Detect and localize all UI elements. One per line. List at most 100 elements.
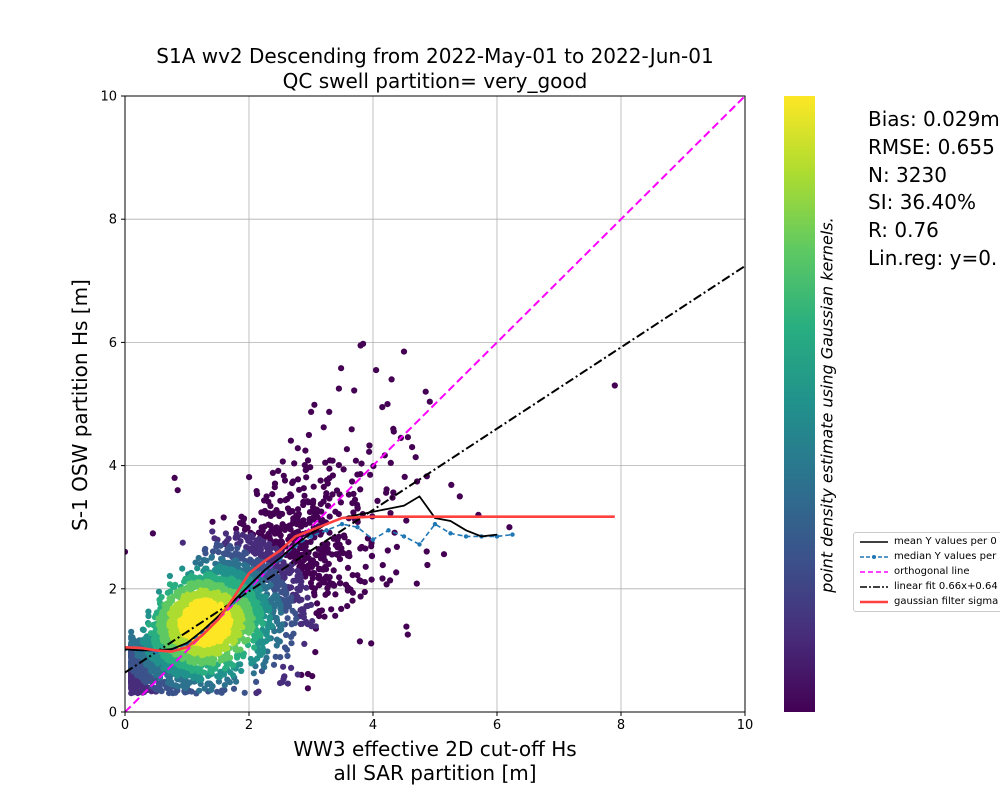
scatter-point — [357, 593, 364, 600]
median-marker — [510, 532, 515, 537]
scatter-point — [194, 565, 201, 572]
scatter-point — [288, 664, 295, 672]
scatter-point — [287, 526, 294, 533]
plot-frame — [124, 95, 746, 713]
scatter-point — [332, 612, 339, 619]
scatter-point — [320, 483, 327, 490]
scatter-point — [294, 445, 301, 452]
scatter-point — [336, 556, 344, 563]
scatter-point — [288, 620, 295, 627]
scatter-point — [277, 609, 285, 616]
scatter-point — [158, 593, 165, 601]
scatter-point — [352, 457, 359, 464]
scatter-point — [383, 581, 390, 588]
scatter-point — [322, 493, 330, 500]
scatter-point — [280, 472, 287, 479]
scatter-point — [322, 591, 329, 598]
scatter-point — [238, 667, 245, 675]
scatter-point — [258, 509, 265, 516]
scatter-point — [279, 458, 286, 465]
scatter-point — [289, 607, 296, 615]
scatter-point — [388, 376, 395, 383]
scatter-point — [412, 454, 419, 461]
scatter-point — [383, 489, 390, 496]
scatter-point — [366, 448, 373, 455]
y-tick-label: 0 — [109, 706, 117, 721]
scatter-point — [312, 649, 319, 656]
scatter-point — [267, 502, 274, 510]
scatter-point — [213, 543, 220, 550]
scatter-point — [282, 497, 289, 504]
scatter-point — [320, 424, 327, 431]
scatter-point — [379, 562, 386, 569]
y-tick-label: 2 — [109, 582, 117, 597]
scatter-point — [326, 408, 333, 415]
scatter-point — [272, 653, 279, 660]
median-marker — [308, 534, 314, 539]
scatter-point — [263, 654, 270, 661]
scatter-point — [390, 428, 397, 435]
scatter-point — [134, 687, 141, 694]
scatter-point — [321, 613, 328, 620]
scatter-point — [368, 576, 375, 583]
scatter-point — [290, 577, 297, 585]
scatter-point — [403, 517, 410, 524]
scatter-point — [373, 367, 380, 374]
scatter-point — [204, 680, 212, 687]
scatter-point — [271, 484, 278, 491]
scatter-point — [315, 574, 322, 582]
scatter-point — [179, 565, 186, 572]
scatter-point — [276, 627, 283, 634]
median-marker — [355, 525, 360, 530]
scatter-point — [289, 479, 296, 487]
scatter-point — [202, 620, 209, 627]
stat-rmse: RMSE: 0.655 — [868, 134, 995, 159]
x-tick-label: 4 — [369, 718, 377, 733]
scatter-point — [336, 580, 344, 587]
scatter-point — [324, 540, 331, 548]
scatter-point — [281, 477, 289, 484]
scatter-point — [283, 631, 290, 639]
scatter-point — [277, 654, 284, 661]
scatter-point — [403, 623, 410, 630]
scatter-point — [269, 491, 276, 498]
median-marker — [463, 534, 469, 539]
median-marker — [401, 534, 407, 539]
median-marker — [448, 531, 453, 536]
median-marker — [386, 528, 391, 533]
scatter-point — [300, 501, 307, 509]
legend: mean Y values per 0 median Y values per … — [853, 532, 1000, 612]
scatter-point — [171, 584, 178, 591]
median-marker — [432, 521, 438, 527]
scatter-point — [305, 431, 312, 439]
scatter-point — [201, 685, 208, 692]
y-axis-label: S-1 OSW partition Hs [m] — [68, 279, 92, 531]
scatter-point — [305, 499, 312, 506]
scatter-point — [310, 483, 317, 490]
scatter-point — [304, 457, 312, 464]
scatter-point — [350, 490, 357, 497]
scatter-point — [246, 474, 253, 481]
curves — [125, 96, 745, 712]
scatter-point — [350, 509, 357, 516]
scatter-point — [330, 535, 337, 542]
scatter-point — [252, 550, 259, 557]
scatter-point — [302, 467, 309, 474]
scatter-point — [215, 549, 222, 556]
scatter-point — [340, 466, 347, 473]
scatter-point — [338, 605, 345, 613]
scatter-point — [304, 594, 311, 601]
colorbar-label: point density estimate using Gaussian ke… — [817, 217, 837, 593]
scatter-point — [255, 688, 262, 695]
scatter-point — [294, 476, 302, 483]
scatter-point — [166, 572, 173, 580]
scatter-point — [286, 509, 293, 516]
scatter-point — [349, 500, 356, 507]
scatter-point — [400, 348, 408, 355]
scatter-point — [379, 404, 386, 411]
median-marker — [339, 521, 345, 527]
scatter-point — [308, 408, 315, 415]
scatter-point — [317, 555, 324, 562]
scatter-point — [404, 434, 411, 441]
scatter-point — [214, 673, 221, 680]
